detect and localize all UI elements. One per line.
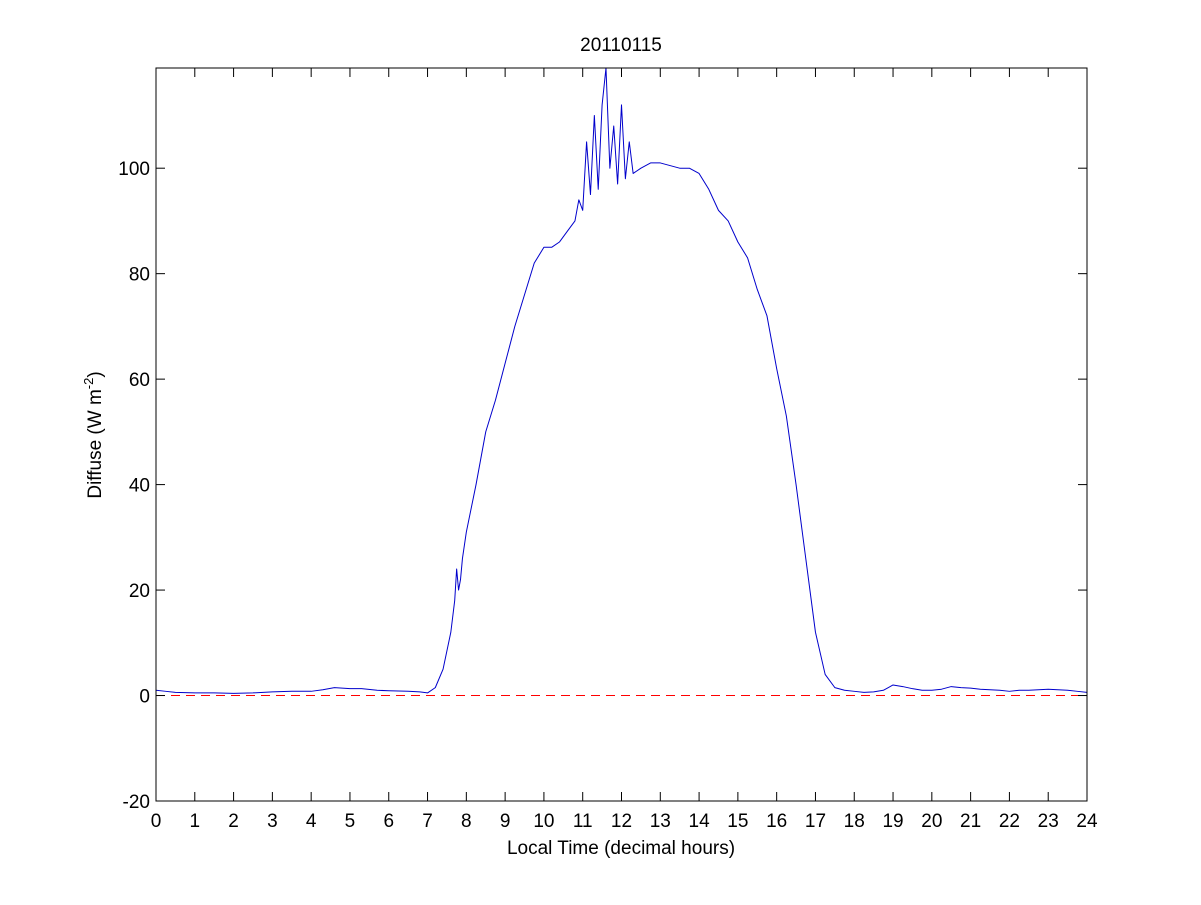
x-tick-label: 23 [1038,811,1059,832]
x-tick-label: 24 [1076,811,1098,832]
x-tick-label: 21 [960,811,981,832]
x-tick-label: 10 [533,811,554,832]
x-tick-label: 2 [228,811,239,832]
y-tick-label: 60 [129,370,150,391]
x-tick-label: 5 [345,811,356,832]
x-tick-label: 12 [611,811,632,832]
x-tick-label: 17 [805,811,826,832]
y-tick-label: 0 [139,687,150,708]
x-tick-label: 16 [766,811,787,832]
y-axis-label-superscript: -2 [81,378,96,390]
y-tick-label: 20 [129,581,150,602]
x-tick-label: 6 [383,811,394,832]
y-axis-label-main: Diffuse (W m [85,389,106,498]
chart-title: 20110115 [580,35,662,56]
x-tick-label: 19 [882,811,903,832]
x-tick-label: 11 [573,811,593,832]
y-tick-label: -20 [123,792,150,813]
y-axis-label-close: ) [85,371,106,377]
x-tick-label: 3 [267,811,278,832]
x-tick-label: 4 [306,811,317,832]
x-tick-label: 7 [422,811,433,832]
plot-area: 0 1 2 3 4 5 6 7 8 9 10 11 12 13 14 15 16 17 18 19 20 21 22 23 24… [118,67,1098,832]
x-tick-label: 20 [921,811,942,832]
x-tick-label: 9 [500,811,511,832]
x-tick-label: 14 [689,811,711,832]
y-axis-label: Diffuse (W m-2) [81,371,106,498]
x-tick-label: 0 [151,811,162,832]
y-tick-label: 100 [118,159,150,180]
x-tick-label: 8 [461,811,472,832]
x-tick-label: 22 [999,811,1020,832]
x-tick-label: 15 [727,811,748,832]
x-axis-label: Local Time (decimal hours) [507,838,735,859]
x-tick-label: 1 [190,811,201,832]
x-tick-label: 18 [844,811,865,832]
y-tick-label: 80 [129,265,150,286]
x-tick-label: 13 [650,811,671,832]
data-series-line-0 [155,67,1088,694]
y-tick-label: 40 [129,476,150,497]
